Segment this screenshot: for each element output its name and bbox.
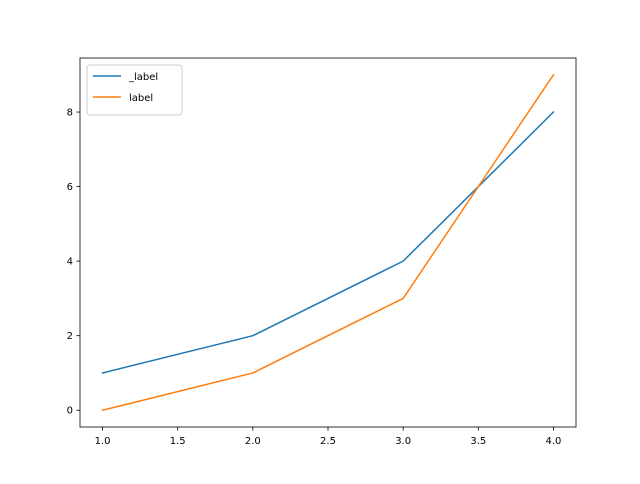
y-tick-label: 8 — [67, 108, 73, 119]
legend-box — [86, 64, 183, 116]
y-tick-label: 4 — [67, 257, 73, 268]
y-tick-label: 6 — [67, 182, 73, 193]
y-tick-label: 2 — [67, 331, 73, 342]
legend-label-1: label — [129, 93, 153, 104]
x-tick-label: 2.0 — [245, 436, 261, 447]
x-tick-label: 3.0 — [395, 436, 411, 447]
series-line-1 — [101, 73, 555, 412]
y-tick-label: 0 — [67, 406, 73, 417]
x-tick-label: 1.5 — [170, 436, 186, 447]
x-tick-label: 3.5 — [470, 436, 486, 447]
x-tick-label: 2.5 — [320, 436, 336, 447]
legend-label-0: _label — [128, 72, 158, 83]
x-tick-label: 4.0 — [546, 436, 562, 447]
x-tick-label: 1.0 — [95, 436, 111, 447]
